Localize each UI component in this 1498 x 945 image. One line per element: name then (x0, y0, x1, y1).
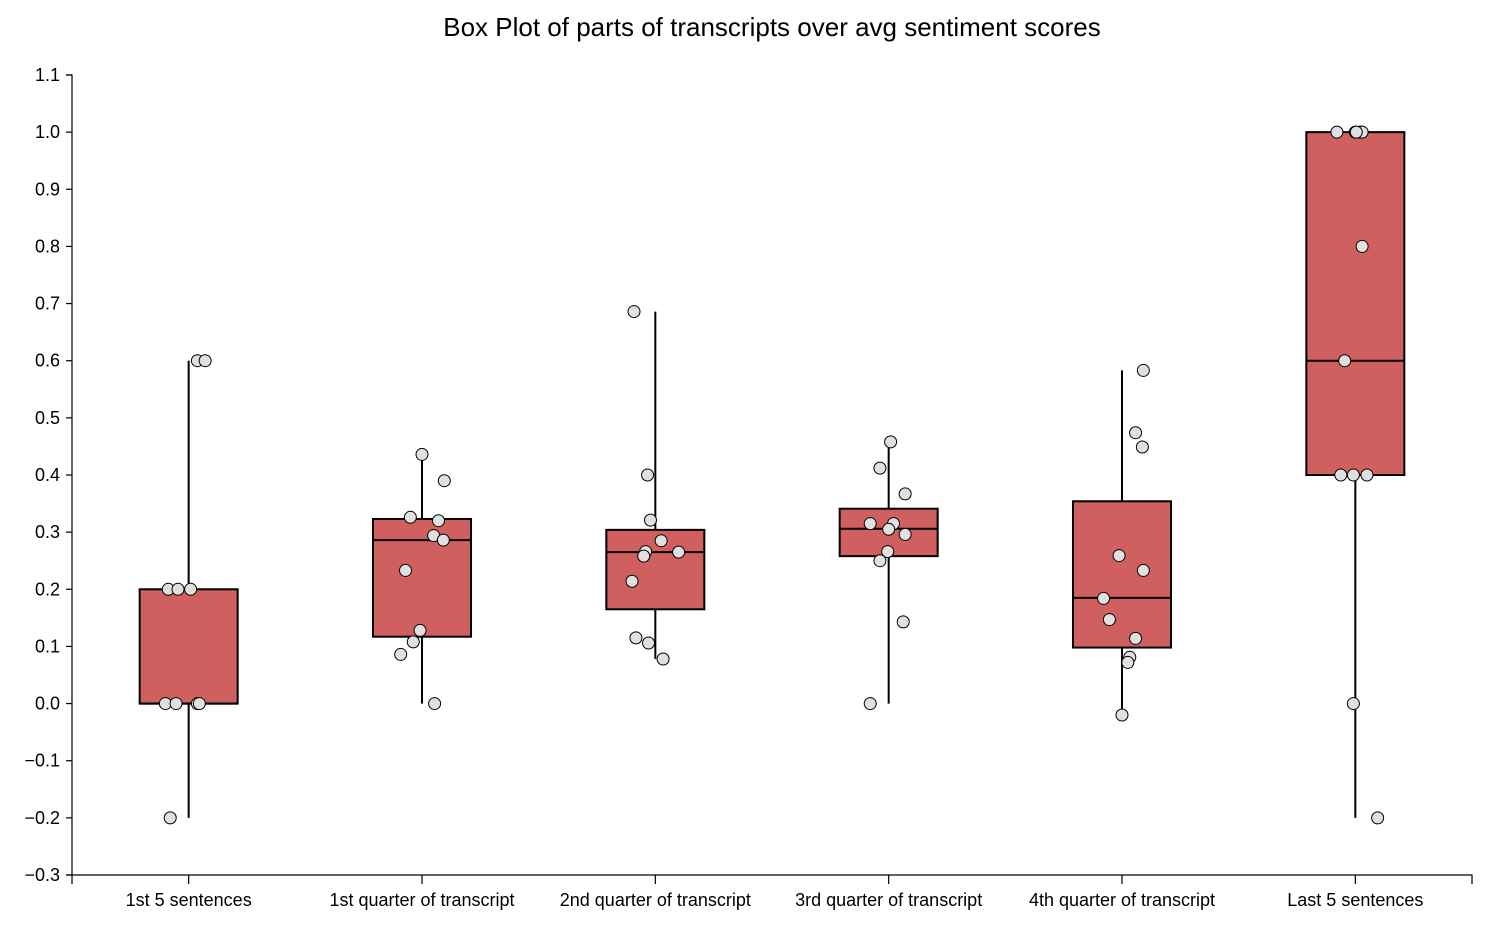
data-point (1355, 239, 1369, 253)
x-tick-label: Last 5 sentences (1287, 890, 1423, 910)
data-point (1136, 563, 1150, 577)
y-tick-label: −0.3 (24, 865, 60, 885)
data-point (873, 461, 887, 475)
data-point (882, 522, 896, 536)
data-point (625, 574, 639, 588)
data-point (399, 563, 413, 577)
data-point (415, 447, 429, 461)
data-point (654, 534, 668, 548)
data-point (1334, 468, 1348, 482)
data-point (898, 487, 912, 501)
data-point (643, 513, 657, 527)
y-tick-label: 0.5 (35, 408, 60, 428)
data-point (873, 554, 887, 568)
data-point (1349, 125, 1363, 139)
data-point (171, 582, 185, 596)
data-point (627, 305, 641, 319)
x-tick-label: 3rd quarter of transcript (795, 890, 982, 910)
data-point (1330, 125, 1344, 139)
data-point (656, 652, 670, 666)
data-point (413, 623, 427, 637)
data-point (863, 697, 877, 711)
y-tick-label: 0.4 (35, 465, 60, 485)
data-point (898, 527, 912, 541)
x-tick-label: 1st quarter of transcript (329, 890, 514, 910)
y-tick-label: 0.7 (35, 294, 60, 314)
data-point (431, 514, 445, 528)
data-point (1346, 468, 1360, 482)
y-tick-label: 0.0 (35, 694, 60, 714)
data-point (163, 811, 177, 825)
data-point (192, 697, 206, 711)
x-tick-label: 1st 5 sentences (126, 890, 252, 910)
data-point (641, 468, 655, 482)
box-group (838, 435, 939, 711)
box-group (605, 305, 706, 666)
data-point (394, 647, 408, 661)
data-point (1129, 426, 1143, 440)
box-group (138, 354, 239, 825)
data-point (1121, 655, 1135, 669)
data-point (1097, 591, 1111, 605)
box-iqr (138, 588, 239, 705)
data-point (629, 631, 643, 645)
data-point (863, 517, 877, 531)
x-tick-label: 4th quarter of transcript (1029, 890, 1215, 910)
y-tick-label: −0.2 (24, 808, 60, 828)
data-point (637, 549, 651, 563)
data-point (437, 474, 451, 488)
data-point (642, 636, 656, 650)
box-iqr (372, 518, 472, 638)
data-point (1346, 697, 1360, 711)
data-point (881, 545, 895, 559)
data-point (184, 582, 198, 596)
data-point (884, 435, 898, 449)
x-axis: 1st 5 sentences 1st quarter of transcript… (71, 874, 1473, 910)
y-tick-label: 0.2 (35, 579, 60, 599)
box-iqr (1305, 131, 1406, 476)
data-point (1112, 549, 1126, 563)
box-group (1072, 363, 1172, 722)
data-point (436, 533, 450, 547)
y-tick-label: −0.1 (24, 751, 60, 771)
y-tick-label: 0.1 (35, 636, 60, 656)
y-tick-label: 1.0 (35, 122, 60, 142)
data-point (169, 697, 183, 711)
data-point (1135, 440, 1149, 454)
data-point (1102, 613, 1116, 627)
data-point (428, 697, 442, 711)
data-point (1136, 363, 1150, 377)
data-point (1338, 354, 1352, 368)
y-tick-label: 0.9 (35, 179, 60, 199)
y-tick-label: 0.6 (35, 351, 60, 371)
box-group (372, 447, 472, 711)
data-point (672, 545, 686, 559)
data-point (198, 354, 212, 368)
box-group (1305, 125, 1406, 825)
y-tick-label: 0.3 (35, 522, 60, 542)
data-point (1129, 631, 1143, 645)
data-point (1360, 468, 1374, 482)
box-iqr (1072, 500, 1172, 649)
data-point (406, 635, 420, 649)
y-tick-label: 0.8 (35, 236, 60, 256)
data-point (1371, 811, 1385, 825)
data-point (403, 510, 417, 524)
chart-title: Box Plot of parts of transcripts over av… (443, 12, 1101, 42)
data-point (896, 615, 910, 629)
data-point (1115, 708, 1129, 722)
plot-area (138, 125, 1406, 825)
x-tick-label: 2nd quarter of transcript (560, 890, 751, 910)
x-axis-line (71, 874, 1473, 884)
y-tick-label: 1.1 (35, 65, 60, 85)
y-axis: −0.3 −0.2 −0.1 0.0 0.1 0.2 0.3 0.4 0.5 0.6 0.7 0.8 0… (24, 65, 73, 885)
